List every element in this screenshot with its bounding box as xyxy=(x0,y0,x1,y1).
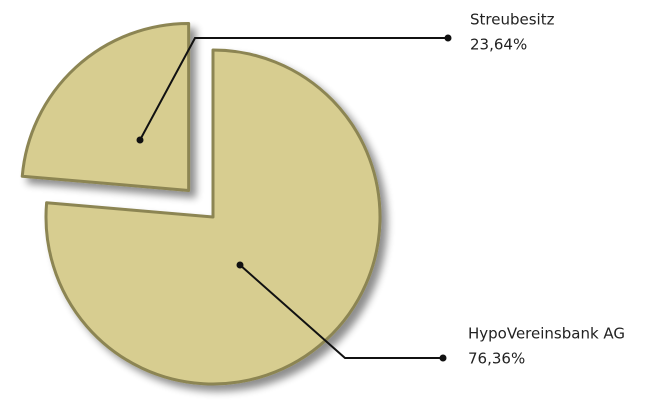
leader-line xyxy=(139,37,448,141)
slice-value-label: 76,36% xyxy=(468,350,525,368)
slice-label: HypoVereinsbank AG xyxy=(468,325,625,343)
leader-dot xyxy=(444,34,452,42)
slice-value-label: 23,64% xyxy=(470,36,527,54)
leader-lines xyxy=(139,37,448,359)
leader-dot xyxy=(439,354,447,362)
leader-dot xyxy=(236,261,244,269)
leader-line xyxy=(239,264,443,359)
pie xyxy=(20,21,382,386)
pie-slice xyxy=(20,21,191,192)
slice-label: Streubesitz xyxy=(470,11,555,29)
leader-dot xyxy=(136,136,144,144)
